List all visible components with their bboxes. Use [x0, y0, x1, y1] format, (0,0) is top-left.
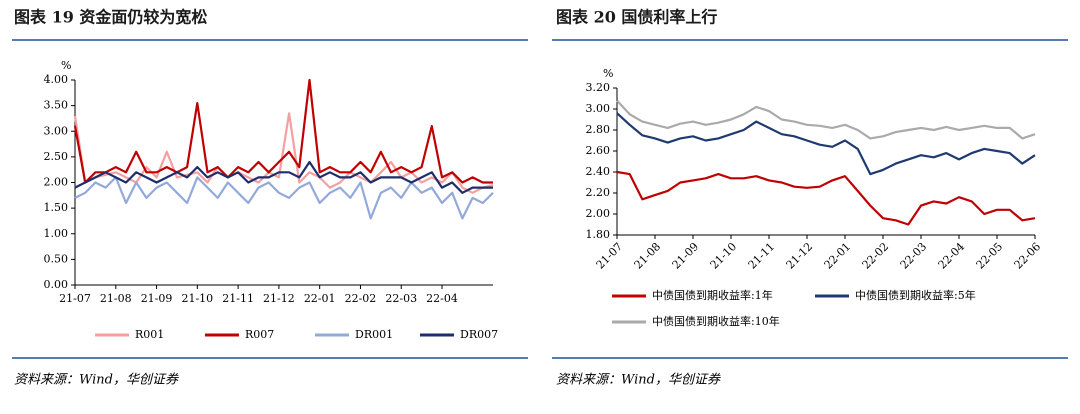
x-tick-label: 22-05: [974, 240, 1006, 272]
y-tick-label: 3.50: [44, 99, 69, 112]
y-tick-label: 0.50: [44, 252, 69, 265]
x-tick-label: 21-11: [222, 292, 254, 305]
legend-label: DR007: [460, 328, 498, 341]
y-tick-label: 1.80: [586, 228, 611, 241]
x-tick-label: 21-08: [100, 292, 132, 305]
x-tick-label: 22-02: [860, 240, 892, 272]
y-tick-label: 0.00: [44, 278, 69, 291]
y-tick-label: 2.80: [586, 123, 611, 136]
legend-label: 中债国债到期收益率:5年: [855, 288, 976, 302]
y-tick-label: 2.40: [586, 165, 611, 178]
legend-label: DR001: [355, 328, 393, 341]
y-tick-label: 3.00: [586, 102, 611, 115]
x-tick-label: 22-04: [936, 240, 968, 272]
legend-label: R007: [245, 328, 274, 341]
series-line: [74, 176, 494, 220]
x-tick-label: 21-10: [708, 240, 740, 272]
y-tick-label: 4.00: [44, 73, 69, 86]
x-tick-label: 21-11: [746, 240, 778, 272]
x-tick-label: 21-09: [670, 240, 702, 272]
x-tick-label: 21-08: [632, 240, 664, 272]
x-tick-label: 21-12: [784, 240, 816, 272]
y-tick-label: 2.50: [44, 150, 69, 163]
y-tick-label: 2.00: [586, 207, 611, 220]
series-line: [73, 78, 493, 184]
x-tick-label: 21-07: [594, 240, 626, 272]
x-tick-label: 22-01: [822, 240, 854, 272]
legend-label: 中债国债到期收益率:10年: [652, 314, 780, 328]
x-tick-label: 22-04: [426, 292, 458, 305]
y-tick-label: 2.60: [586, 144, 611, 157]
series-line: [616, 170, 1036, 226]
y-tick-label: 3.20: [586, 81, 611, 94]
series-line: [616, 112, 1036, 176]
chart-title: 图表 19 资金面仍较为宽松: [14, 8, 207, 27]
legend-label: 中债国债到期收益率:1年: [652, 288, 773, 302]
x-tick-label: 21-07: [59, 292, 91, 305]
x-tick-label: 22-03: [385, 292, 417, 305]
y-unit: %: [61, 59, 71, 72]
x-tick-label: 21-10: [181, 292, 213, 305]
y-tick-label: 3.00: [44, 124, 69, 137]
y-unit: %: [603, 67, 613, 80]
x-tick-label: 21-09: [141, 292, 173, 305]
source: 资料来源：Wind，华创证券: [14, 373, 179, 388]
y-tick-label: 2.00: [44, 176, 69, 189]
x-tick-label: 22-03: [898, 240, 930, 272]
x-tick-label: 22-06: [1012, 240, 1044, 272]
y-tick-label: 2.20: [586, 186, 611, 199]
y-tick-label: 1.50: [44, 201, 69, 214]
x-tick-label: 21-12: [263, 292, 295, 305]
source: 资料来源：Wind，华创证券: [556, 373, 721, 388]
y-tick-label: 1.00: [44, 227, 69, 240]
x-tick-label: 22-01: [304, 292, 336, 305]
x-tick-label: 22-02: [345, 292, 377, 305]
series-line: [74, 160, 493, 194]
series-line: [616, 99, 1036, 140]
chart-title: 图表 20 国债利率上行: [556, 8, 717, 27]
legend-label: R001: [135, 328, 164, 341]
